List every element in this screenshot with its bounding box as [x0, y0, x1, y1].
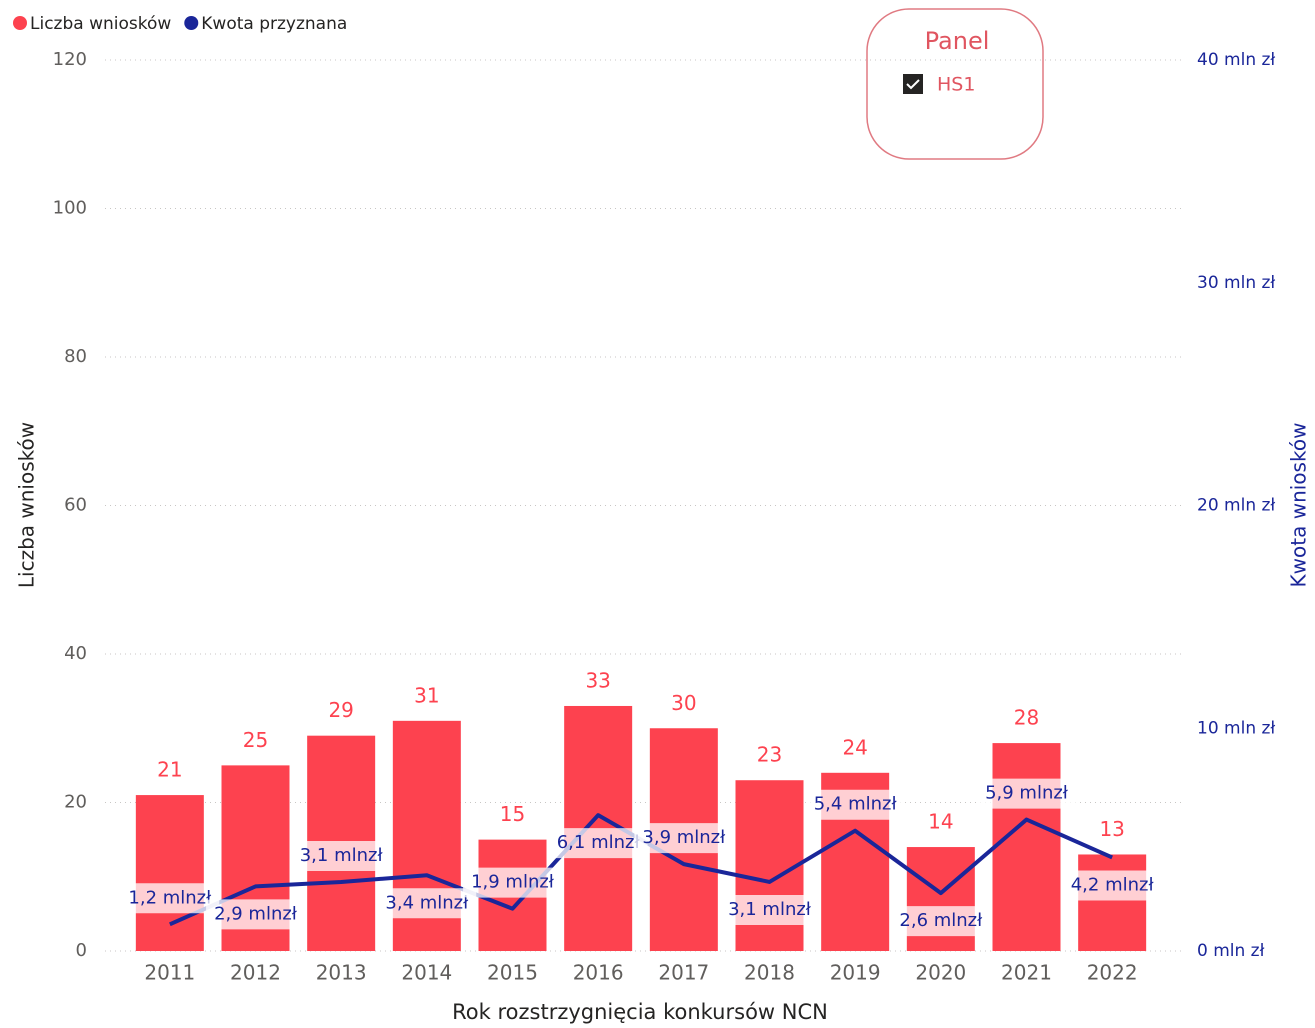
- y2-axis-title: Kwota wniosków: [1287, 423, 1311, 588]
- line-value-label: 2,6 mlnzł: [899, 910, 983, 931]
- x-tick-label: 2018: [744, 961, 795, 985]
- y2-tick-label: 20 mln zł: [1197, 496, 1275, 516]
- line-value-label: 3,4 mlnzł: [385, 892, 469, 913]
- legend-label: Kwota przyznana: [201, 14, 347, 34]
- bar-value-label: 24: [842, 735, 867, 759]
- slicer-title: Panel: [925, 27, 990, 55]
- x-tick-label: 2012: [230, 961, 281, 985]
- line-value-label: 1,2 mlnzł: [128, 887, 212, 908]
- value-label-bg: [377, 888, 477, 919]
- line-value-label: 5,4 mlnzł: [814, 794, 898, 815]
- bar-value-label: 28: [1014, 706, 1039, 730]
- check-mark: [906, 79, 920, 90]
- value-label-bg: [206, 899, 305, 930]
- y-tick-label: 80: [64, 346, 87, 367]
- line-value-label: 1,9 mlnzł: [471, 872, 555, 893]
- bar-value-label: 13: [1099, 817, 1124, 841]
- value-label-bg: [120, 883, 220, 914]
- line-value-label: 3,9 mlnzł: [642, 827, 726, 848]
- bar-value-label: 14: [928, 810, 953, 834]
- x-tick-label: 2016: [573, 961, 624, 985]
- value-label-bg: [634, 823, 734, 854]
- value-label-bg: [720, 894, 819, 925]
- y-tick-label: 120: [53, 49, 87, 70]
- x-tick-label: 2020: [915, 961, 966, 985]
- line-value-label: 6,1 mlnzł: [557, 832, 641, 853]
- x-tick-label: 2022: [1087, 961, 1138, 985]
- line-value-label: 3,1 mlnzł: [728, 899, 812, 920]
- value-label-bg: [891, 906, 991, 937]
- x-tick-label: 2013: [316, 961, 367, 985]
- value-label-bg: [291, 840, 391, 871]
- checkbox[interactable]: [903, 74, 923, 94]
- line-value-label: 2,9 mlnzł: [214, 903, 298, 924]
- value-label-bg: [463, 867, 562, 898]
- bar-value-label: 33: [585, 668, 610, 692]
- bar-value-label: 21: [157, 758, 182, 782]
- legend-marker: [184, 16, 199, 30]
- y-tick-label: 40: [64, 643, 87, 664]
- line-value-label: 4,2 mlnzł: [1071, 874, 1155, 895]
- bar-value-label: 29: [328, 698, 353, 722]
- line-value-label: 5,9 mlnzł: [985, 783, 1069, 804]
- bar-value-label: 23: [757, 743, 782, 767]
- y2-tick-label: 10 mln zł: [1197, 718, 1275, 738]
- y2-tick-label: 40 mln zł: [1197, 50, 1275, 70]
- bar: [135, 795, 204, 951]
- value-label-bg: [977, 778, 1076, 809]
- value-label-bg: [548, 828, 648, 859]
- bar-value-label: 15: [500, 802, 525, 826]
- y2-tick-label: 30 mln zł: [1197, 273, 1275, 293]
- value-label-bg: [805, 789, 905, 820]
- value-label-bg: [1062, 870, 1162, 901]
- x-tick-label: 2019: [830, 961, 881, 985]
- bar: [992, 743, 1061, 951]
- slicer-item[interactable]: HS1: [937, 74, 975, 96]
- slicer-frame: [866, 8, 1044, 160]
- y-tick-label: 0: [76, 940, 87, 961]
- x-tick-label: 2017: [658, 961, 709, 985]
- legend-marker: [13, 16, 27, 30]
- bar-value-label: 31: [414, 683, 439, 707]
- line-value-label: 3,1 mlnzł: [300, 845, 384, 866]
- legend-label: Liczba wniosków: [30, 14, 171, 34]
- x-tick-label: 2014: [401, 961, 452, 985]
- x-tick-label: 2021: [1001, 961, 1052, 985]
- x-tick-label: 2015: [487, 961, 538, 985]
- bar-value-label: 25: [243, 728, 268, 752]
- bar-value-label: 30: [671, 691, 696, 715]
- bar: [1078, 854, 1147, 951]
- y-tick-label: 100: [53, 198, 87, 219]
- y-tick-label: 60: [64, 495, 87, 516]
- x-axis-title: Rok rozstrzygnięcia konkursów NCN: [452, 1000, 828, 1024]
- y-tick-label: 20: [64, 792, 87, 813]
- y2-tick-label: 0 mln zł: [1197, 941, 1265, 961]
- slicer: Panel HS1: [866, 8, 1044, 160]
- x-tick-label: 2011: [144, 961, 195, 985]
- y-axis-title: Liczba wniosków: [15, 422, 39, 588]
